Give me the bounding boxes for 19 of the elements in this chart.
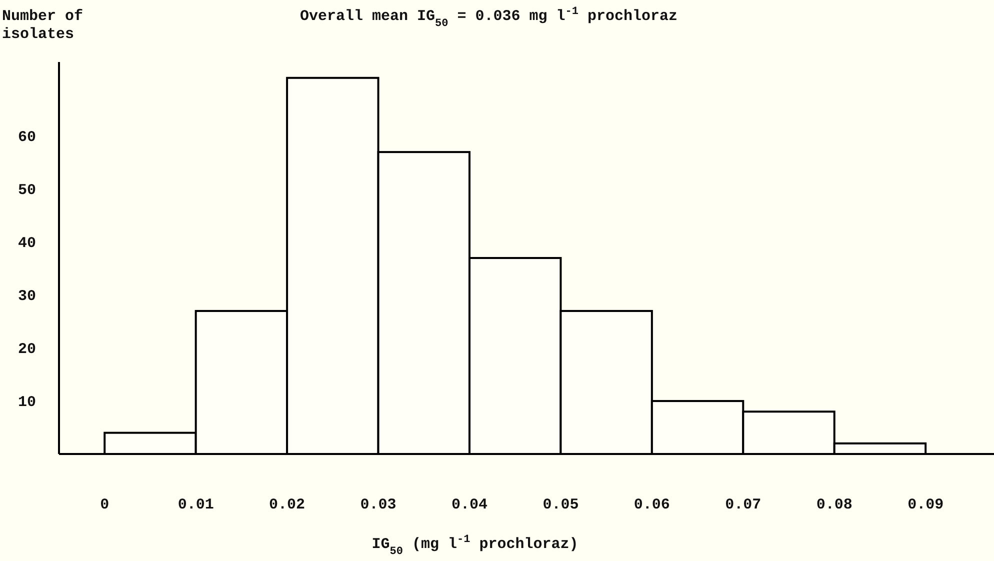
- x-tick-label: 0.03: [360, 496, 396, 514]
- x-tick-label: 0.01: [178, 496, 214, 514]
- x-tick-label: 0.06: [634, 496, 670, 514]
- y-tick-label: 20: [18, 340, 36, 358]
- x-tick-label: 0: [100, 496, 110, 514]
- x-tick-label: 0.05: [542, 496, 579, 514]
- y-tick-label: 30: [18, 288, 36, 305]
- y-tick-label: 40: [18, 234, 36, 252]
- y-axis-title: Number of isolates: [2, 8, 84, 43]
- x-axis-title: IG$_{50}$ (mg l$^{-1}$ prochloraz): [372, 534, 578, 558]
- x-tick-label: 0.04: [451, 496, 488, 514]
- x-tick-label: 0.08: [816, 496, 852, 514]
- x-tick-label: 0.07: [725, 496, 762, 514]
- y-tick-label: 10: [18, 394, 36, 411]
- x-tick-label: 0.02: [269, 496, 306, 514]
- y-tick-label: 50: [18, 182, 36, 199]
- y-tick-label: 60: [18, 128, 36, 146]
- chart-title: Overall mean IG$_{50}$ = 0.036 mg l$^{-1}$ prochloraz: [300, 6, 678, 30]
- x-tick-label: 0.09: [908, 496, 944, 514]
